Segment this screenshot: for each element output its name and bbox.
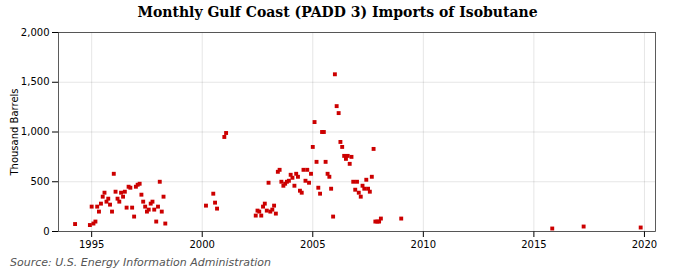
svg-text:1995: 1995 [79, 239, 104, 250]
html-text:Monthly Gulf Coast (PADD 3) Im: Monthly Gulf Coast (PADD 3) Imports of I… [137, 4, 538, 20]
svg-text:2005: 2005 [300, 239, 325, 250]
svg-text:500: 500 [30, 176, 49, 187]
svg-text:2015: 2015 [521, 239, 546, 250]
svg-text:Thousand Barrels: Thousand Barrels [9, 88, 20, 176]
html-text:Source: U.S. Energy Informatio: Source: U.S. Energy Information Administ… [10, 256, 271, 269]
svg-text:1,000: 1,000 [21, 126, 50, 137]
svg-text:2,000: 2,000 [21, 27, 50, 38]
svg-text:1,500: 1,500 [21, 76, 50, 87]
svg-text:2010: 2010 [411, 239, 436, 250]
svg-text:0: 0 [43, 226, 49, 237]
svg-text:2020: 2020 [632, 239, 657, 250]
svg-text:2000: 2000 [189, 239, 214, 250]
